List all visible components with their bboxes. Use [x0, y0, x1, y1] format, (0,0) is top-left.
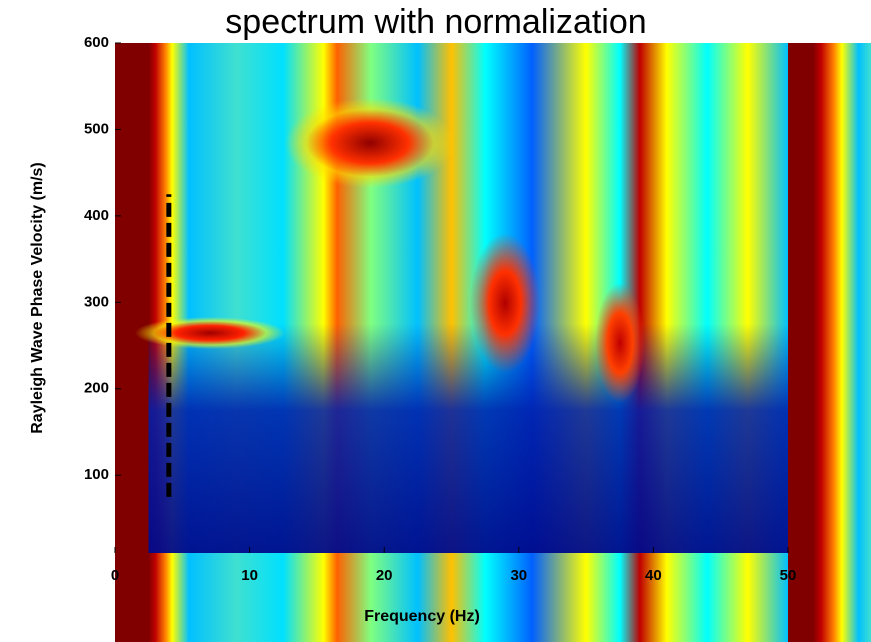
y-tick-label: 300	[84, 293, 109, 310]
y-tick-label: 200	[84, 380, 109, 397]
x-tick-label: 40	[645, 567, 662, 584]
y-tick-label: 100	[84, 466, 109, 483]
y-tick-label: 600	[84, 34, 109, 51]
x-tick-label: 10	[241, 567, 258, 584]
y-tick-label: 500	[84, 120, 109, 137]
y-axis-label: Rayleigh Wave Phase Velocity (m/s)	[29, 162, 46, 434]
y-tick-label: 400	[84, 207, 109, 224]
heatmap-strip	[115, 553, 788, 642]
x-tick-label: 50	[780, 567, 797, 584]
chart-title: spectrum with normalization	[225, 3, 646, 41]
x-tick-label: 20	[376, 567, 393, 584]
heatmap-strip	[788, 43, 871, 642]
x-axis-label: Frequency (Hz)	[364, 608, 480, 625]
x-tick-label: 30	[510, 567, 527, 584]
x-tick-label: 0	[111, 567, 119, 584]
heatmap	[115, 43, 788, 553]
